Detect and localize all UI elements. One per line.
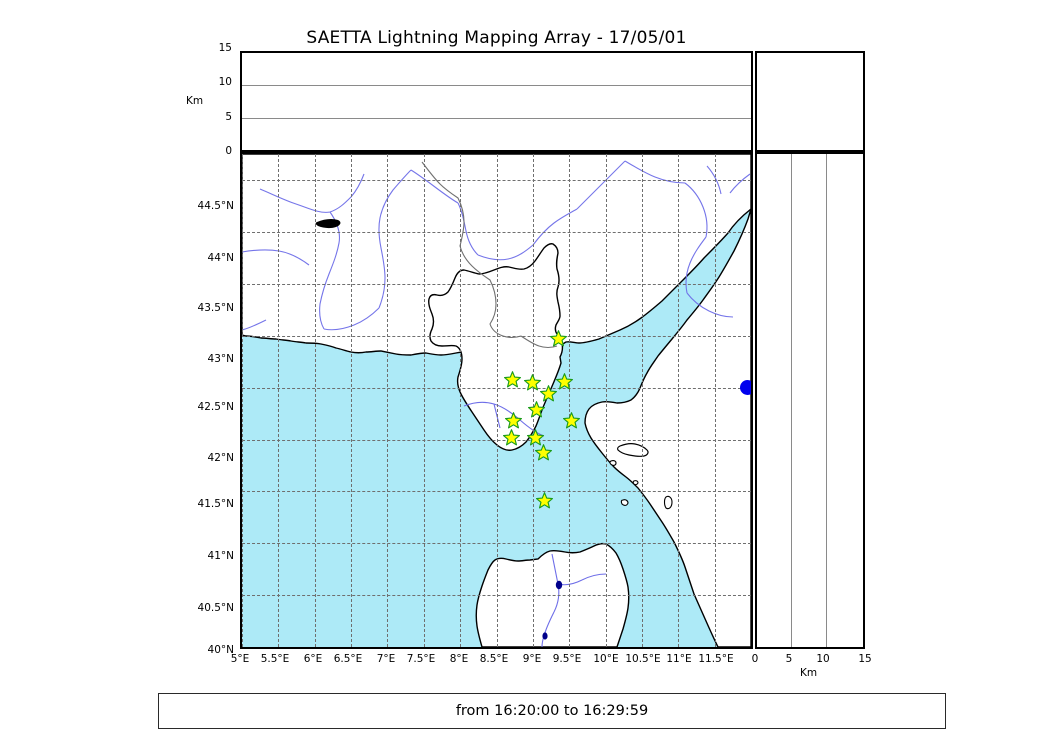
- lma-station-marker[interactable]: [540, 385, 558, 402]
- map-ytick-40_5: 40.5°N: [197, 602, 234, 614]
- top-panel-ytick-10: 10: [218, 76, 232, 88]
- map-panel[interactable]: [240, 152, 753, 649]
- map-gridline-lon-10_5: [641, 154, 643, 647]
- right-panel-gridline-10: [825, 154, 827, 647]
- right-panel-xlabel: Km: [800, 667, 818, 679]
- lma-station-marker[interactable]: [502, 428, 520, 446]
- map-gridline-lon-8_5: [496, 154, 498, 647]
- lma-station-marker[interactable]: [527, 400, 545, 418]
- right-panel-xtick-0: 0: [751, 653, 759, 665]
- map-xtick-7_5: 7.5°E: [406, 653, 436, 665]
- lma-station-marker[interactable]: [505, 412, 523, 429]
- map-xtick-9: 9°E: [522, 653, 542, 665]
- map-gridline-lon-5_5: [278, 154, 280, 647]
- right-panel-xtick-15: 15: [858, 653, 872, 665]
- lma-station-marker[interactable]: [527, 428, 545, 446]
- lma-station-marker[interactable]: [562, 412, 580, 429]
- page-title: SAETTA Lightning Mapping Array - 17/05/0…: [306, 28, 687, 48]
- map-gridline-lon-11: [678, 154, 680, 647]
- top-panel-gridline-10: [242, 84, 751, 86]
- map-ytick-43: 43°N: [207, 353, 234, 365]
- map-xtick-8: 8°E: [449, 653, 469, 665]
- map-gridline-lon-10: [605, 154, 607, 647]
- lma-station-marker[interactable]: [549, 330, 567, 347]
- lma-station-marker[interactable]: [503, 370, 521, 388]
- map-ytick-42_5: 42.5°N: [197, 401, 234, 413]
- map-gridline-lon-11_5: [714, 154, 716, 647]
- map-gridline-lon-6: [314, 154, 316, 647]
- top-panel-ytick-5: 5: [225, 111, 232, 123]
- map-ytick-42: 42°N: [207, 452, 234, 464]
- time-range-status-box: from 16:20:00 to 16:29:59: [158, 693, 946, 729]
- top-panel-ytick-15: 15: [218, 42, 232, 54]
- map-xtick-10_5: 10.5°E: [625, 653, 661, 665]
- lma-station-marker[interactable]: [535, 492, 553, 509]
- altitude-longitude-panel[interactable]: [240, 51, 753, 152]
- map-xtick-5: 5°E: [230, 653, 250, 665]
- map-xtick-8_5: 8.5°E: [479, 653, 509, 665]
- lma-station-marker[interactable]: [535, 444, 553, 461]
- map-ytick-41_5: 41.5°N: [197, 498, 234, 510]
- map-ytick-43_5: 43.5°N: [197, 302, 234, 314]
- corner-panel: [755, 51, 865, 152]
- map-gridline-lon-8: [460, 154, 462, 647]
- map-xtick-6: 6°E: [303, 653, 323, 665]
- map-ytick-41: 41°N: [207, 550, 234, 562]
- map-xtick-5_5: 5.5°E: [260, 653, 290, 665]
- lma-station-marker[interactable]: [556, 372, 574, 390]
- map-gridline-lon-9: [532, 154, 534, 647]
- map-gridline-lon-7: [387, 154, 389, 647]
- map-xtick-7: 7°E: [376, 653, 396, 665]
- top-panel-ylabel: Km: [186, 95, 204, 107]
- map-gridline-lat-40: [242, 647, 751, 648]
- map-gridline-lon-5: [242, 154, 243, 647]
- right-panel-gridline-5: [790, 154, 792, 647]
- map-canvas: [242, 154, 751, 647]
- map-xtick-10: 10°E: [593, 653, 619, 665]
- map-gridline-lon-7_5: [423, 154, 425, 647]
- lma-station-marker[interactable]: [524, 373, 542, 391]
- map-ytick-44: 44°N: [207, 252, 234, 264]
- map-xtick-9_5: 9.5°E: [552, 653, 582, 665]
- right-panel-xtick-5: 5: [785, 653, 793, 665]
- map-ytick-40: 40°N: [207, 644, 234, 656]
- map-xtick-11: 11°E: [666, 653, 692, 665]
- map-xtick-11_5: 11.5°E: [698, 653, 734, 665]
- map-gridline-lon-6_5: [351, 154, 353, 647]
- map-xtick-6_5: 6.5°E: [333, 653, 363, 665]
- top-panel-gridline-5: [242, 117, 751, 119]
- time-range-text: from 16:20:00 to 16:29:59: [455, 703, 649, 719]
- blue-point-marker[interactable]: [739, 380, 751, 396]
- map-gridline-lon-9_5: [569, 154, 571, 647]
- right-panel-xtick-10: 10: [816, 653, 830, 665]
- map-ytick-44_5: 44.5°N: [197, 200, 234, 212]
- altitude-latitude-panel[interactable]: [755, 152, 865, 649]
- top-panel-ytick-0: 0: [225, 145, 232, 157]
